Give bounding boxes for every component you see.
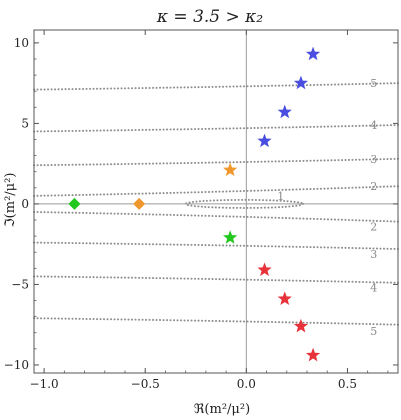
y-tick-label: −10: [4, 358, 29, 372]
star-marker: [223, 162, 238, 177]
contour-label-3: 3: [370, 248, 377, 261]
contour-line-4: [33, 124, 399, 133]
y-tick-label: 0: [21, 197, 29, 211]
contour-lines: 5 4 3 2 1 2 3 4 5: [33, 77, 399, 338]
contour-label-5: 5: [370, 325, 377, 338]
star-marker: [305, 46, 321, 61]
contour-line-5: [33, 317, 399, 326]
star-marker: [293, 75, 309, 90]
contour-line-2: [33, 185, 399, 197]
star-marker: [277, 104, 292, 119]
x-tick-label: −1.0: [30, 377, 59, 391]
y-tick-label: −5: [11, 277, 29, 291]
contour-line-3: [33, 241, 399, 251]
contour-label-1: 1: [277, 190, 284, 203]
star-marker: [293, 318, 309, 333]
x-tick-label: −0.5: [131, 377, 160, 391]
y-tick-label: 10: [14, 36, 29, 50]
diamond-marker: [68, 197, 81, 210]
axes: −1.0 −0.5 0.0 0.5 −10 −5 0 5 10: [4, 30, 398, 391]
plot-frame: [33, 29, 399, 374]
contour-line-4: [33, 275, 399, 284]
contour-label-5: 5: [370, 77, 377, 90]
contour-line-2: [33, 210, 399, 223]
chart-title: κ = 3.5 > κ₂: [156, 7, 263, 27]
star-marker: [223, 230, 238, 244]
x-tick-label: 0.5: [338, 377, 357, 391]
contour-label-3: 3: [370, 153, 377, 166]
contour-label-4: 4: [370, 119, 377, 132]
star-marker: [257, 133, 272, 148]
star-marker: [257, 262, 272, 277]
y-axis-label: ℑ(m²/μ²): [3, 173, 18, 228]
contour-label-2: 2: [370, 180, 377, 193]
star-marker: [305, 347, 321, 362]
x-tick-label: 0.0: [237, 377, 256, 391]
contour-label-2: 2: [370, 220, 377, 233]
diamond-marker: [133, 197, 146, 210]
contour-line-3: [33, 157, 399, 167]
contour-label-4: 4: [370, 282, 377, 295]
x-axis-label: ℜ(m²/μ²): [194, 402, 250, 417]
star-marker: [277, 291, 292, 305]
y-tick-label: 5: [21, 116, 29, 130]
contour-line-5: [33, 82, 399, 91]
data-markers: [68, 46, 321, 362]
